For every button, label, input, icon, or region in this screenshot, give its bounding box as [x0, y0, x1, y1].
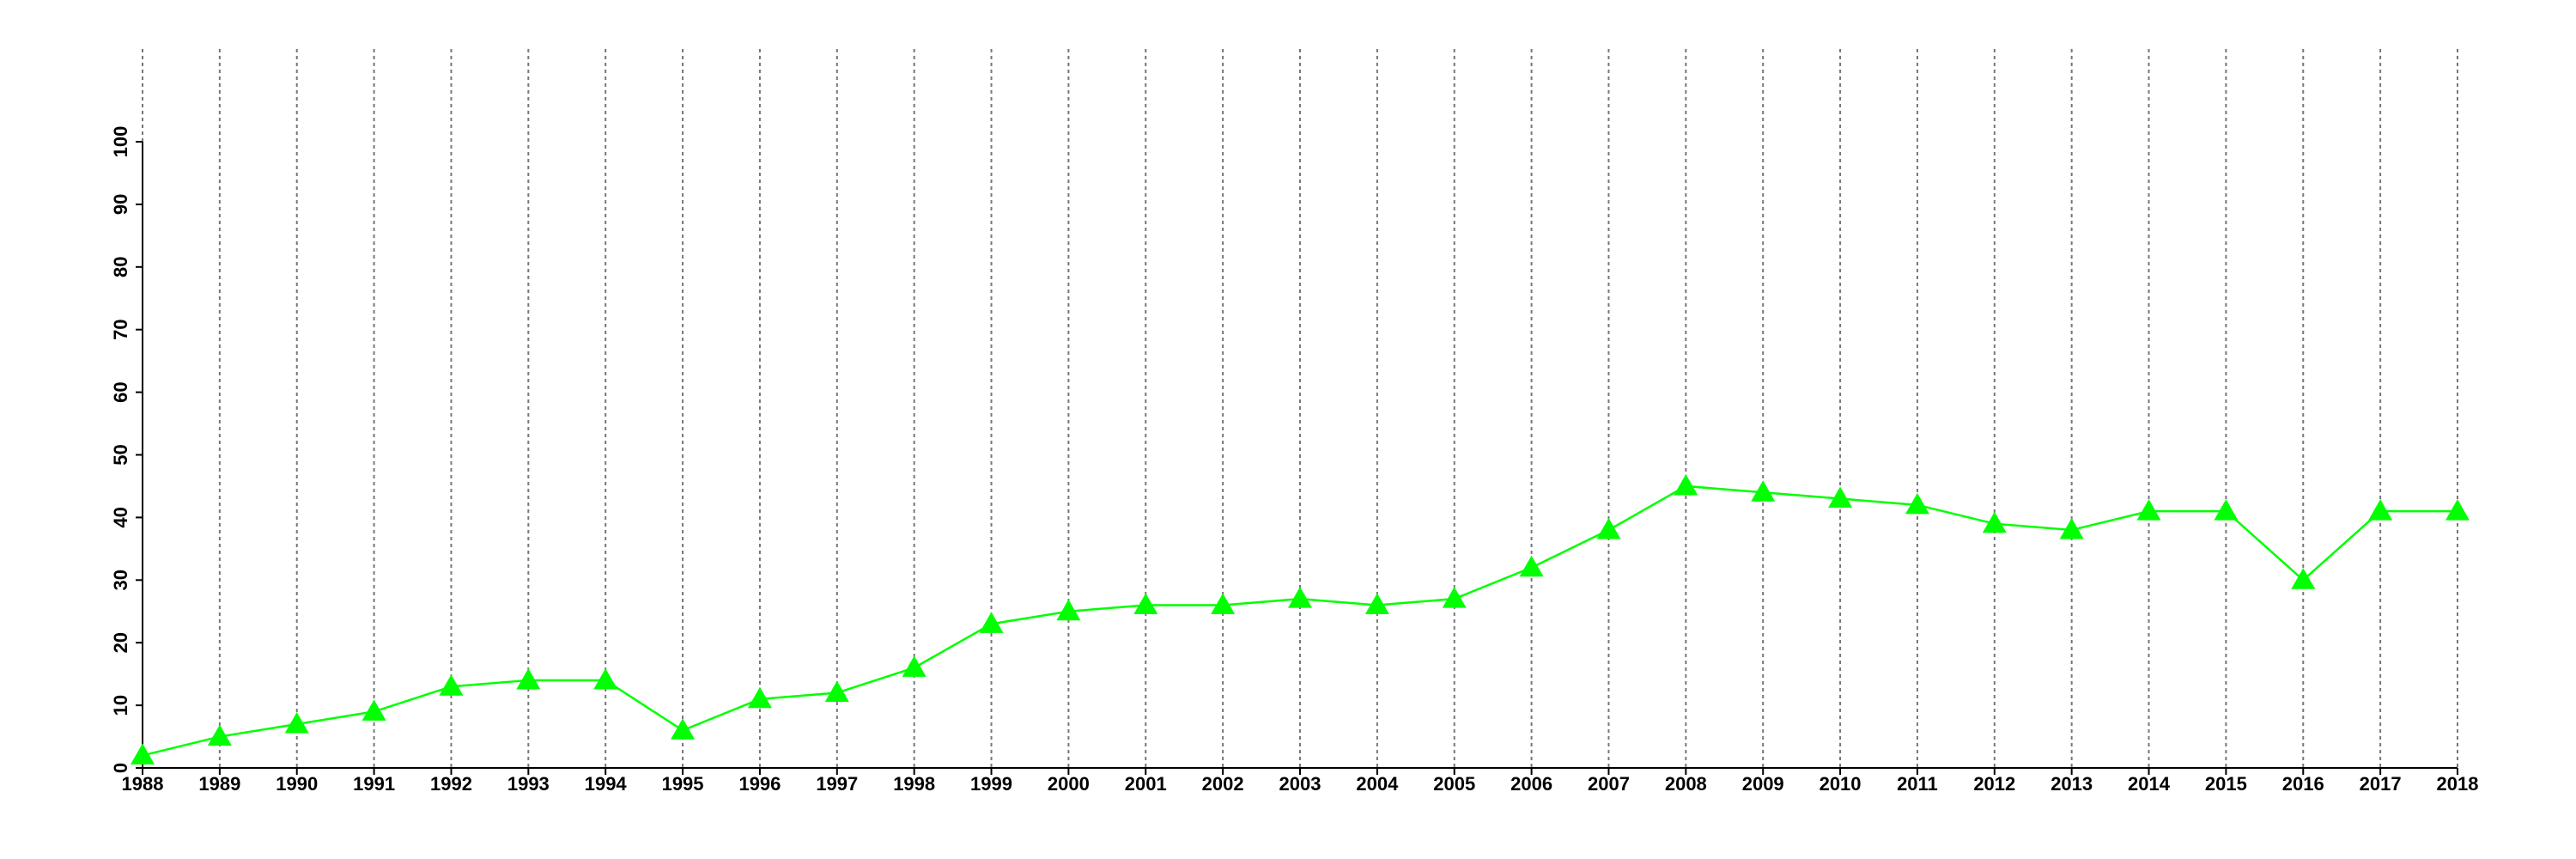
marker: [2214, 499, 2239, 521]
marker: [902, 655, 927, 677]
x-tick-label: 1996: [738, 773, 781, 795]
x-tick-label: 2005: [1433, 773, 1475, 795]
x-tick-label: 2009: [1742, 773, 1784, 795]
x-tick-label: 1992: [430, 773, 472, 795]
x-tick-label: 2002: [1202, 773, 1244, 795]
marker: [1519, 555, 1544, 577]
marker: [1288, 587, 1312, 608]
y-tick-label: 40: [110, 507, 131, 527]
marker: [516, 667, 541, 690]
x-tick-label: 2012: [1973, 773, 2015, 795]
x-tick-label: 1999: [970, 773, 1012, 795]
y-tick-label: 100: [110, 126, 131, 158]
y-tick-label: 60: [110, 381, 131, 402]
x-tick-label: 2017: [2360, 773, 2402, 795]
marker: [1211, 593, 1236, 614]
x-tick-label: 2004: [1356, 773, 1399, 795]
marker: [1133, 593, 1158, 614]
marker: [439, 674, 464, 696]
x-tick-label: 2018: [2437, 773, 2479, 795]
marker: [284, 711, 309, 734]
y-tick-label: 0: [110, 763, 131, 773]
x-tick-label: 2014: [2128, 773, 2171, 795]
marker: [824, 680, 849, 703]
marker: [207, 724, 232, 746]
x-tick-label: 1988: [122, 773, 164, 795]
marker: [1674, 473, 1698, 496]
marker: [131, 743, 155, 765]
y-tick-label: 90: [110, 194, 131, 215]
x-tick-label: 2008: [1665, 773, 1707, 795]
x-tick-label: 2006: [1510, 773, 1552, 795]
x-tick-label: 2003: [1279, 773, 1321, 795]
marker: [1596, 517, 1621, 539]
x-tick-label: 2016: [2282, 773, 2324, 795]
marker: [671, 718, 696, 740]
y-tick-label: 10: [110, 695, 131, 716]
x-tick-label: 1997: [816, 773, 858, 795]
y-tick-label: 30: [110, 570, 131, 590]
marker: [1442, 587, 1467, 608]
x-tick-label: 2013: [2050, 773, 2093, 795]
marker: [361, 699, 386, 721]
x-tick-label: 1989: [198, 773, 240, 795]
x-tick-label: 2000: [1048, 773, 1090, 795]
y-tick-label: 80: [110, 257, 131, 277]
x-tick-label: 1998: [893, 773, 935, 795]
marker: [1905, 492, 1929, 515]
x-tick-label: 1994: [585, 773, 628, 795]
marker: [1982, 511, 2007, 533]
y-tick-label: 20: [110, 632, 131, 653]
marker: [1056, 599, 1081, 621]
x-tick-label: 2011: [1897, 773, 1938, 795]
x-tick-label: 1991: [353, 773, 395, 795]
x-tick-label: 2015: [2205, 773, 2247, 795]
marker: [979, 612, 1004, 633]
x-tick-label: 2001: [1125, 773, 1167, 795]
marker: [747, 686, 772, 709]
marker: [1364, 593, 1389, 614]
y-tick-label: 70: [110, 319, 131, 339]
x-tick-label: 1993: [507, 773, 550, 795]
marker: [1828, 486, 1853, 509]
marker: [2291, 568, 2316, 589]
marker: [2059, 517, 2084, 539]
y-tick-label: 50: [110, 444, 131, 465]
marker: [593, 667, 618, 690]
marker: [2368, 499, 2393, 521]
x-tick-label: 2007: [1588, 773, 1630, 795]
marker: [2136, 499, 2161, 521]
x-tick-label: 1990: [276, 773, 318, 795]
marker: [1751, 480, 1776, 502]
marker: [2445, 499, 2470, 521]
x-tick-label: 1995: [662, 773, 704, 795]
x-tick-label: 2010: [1820, 773, 1862, 795]
